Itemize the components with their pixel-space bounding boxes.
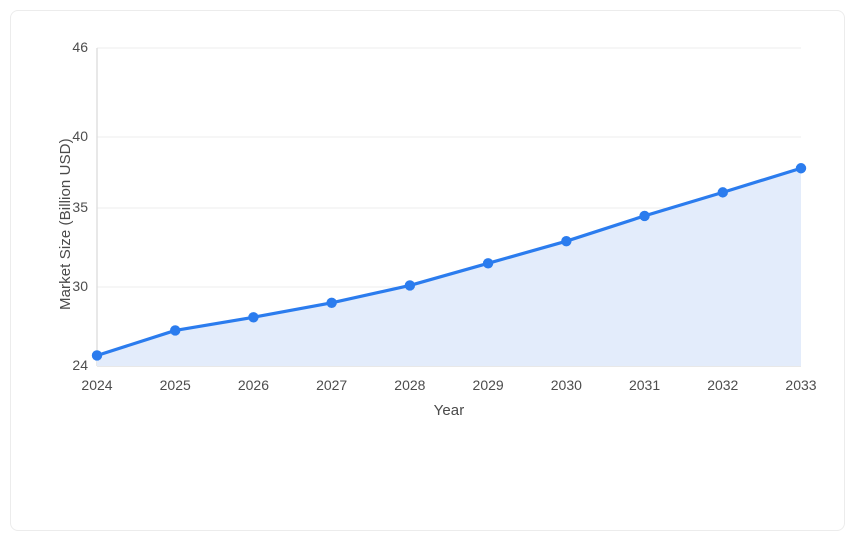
data-point-marker[interactable] <box>248 312 259 323</box>
data-point-marker[interactable] <box>717 187 728 198</box>
area-fill <box>97 168 801 366</box>
x-tick-label: 2027 <box>316 377 348 393</box>
x-tick-label: 2030 <box>550 377 582 393</box>
x-tick-label: 2031 <box>628 377 661 393</box>
x-tick-label: 2025 <box>159 377 191 393</box>
data-point-marker[interactable] <box>326 297 337 308</box>
y-tick-label: 35 <box>72 199 88 215</box>
x-axis-title: Year <box>433 402 465 419</box>
x-tick-label: 2033 <box>785 377 817 393</box>
y-tick-label: 46 <box>72 39 88 55</box>
y-tick-label: 40 <box>72 128 88 144</box>
data-point-marker[interactable] <box>404 280 416 291</box>
data-point-marker[interactable] <box>639 210 650 222</box>
y-axis-tick-labels: 24 30 35 40 46 <box>52 0 88 400</box>
x-tick-label: 2028 <box>394 377 426 393</box>
x-axis-tick-labels: 2024 2025 2026 2027 2028 2029 2030 2031 2032 2033 <box>81 377 817 393</box>
x-tick-label: 2024 <box>81 377 113 393</box>
data-point-marker[interactable] <box>170 325 181 336</box>
data-point-marker[interactable] <box>561 235 572 247</box>
y-tick-label: 24 <box>72 357 88 373</box>
x-tick-label: 2029 <box>472 377 504 393</box>
x-tick-label: 2032 <box>707 377 739 393</box>
y-tick-label: 30 <box>72 278 88 294</box>
x-tick-label: 2026 <box>237 377 270 393</box>
data-point-marker[interactable] <box>482 258 494 269</box>
data-point-marker[interactable] <box>795 163 807 174</box>
data-point-markers[interactable] <box>91 163 807 361</box>
data-point-marker[interactable] <box>91 350 103 361</box>
series-line <box>95 166 803 358</box>
